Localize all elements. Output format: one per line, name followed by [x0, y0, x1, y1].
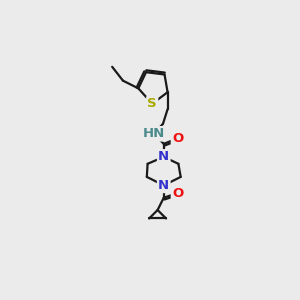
Text: N: N — [158, 179, 169, 192]
Text: O: O — [172, 187, 183, 200]
Text: O: O — [172, 132, 183, 145]
Text: N: N — [158, 150, 169, 164]
Text: S: S — [147, 97, 157, 110]
Text: HN: HN — [142, 127, 165, 140]
